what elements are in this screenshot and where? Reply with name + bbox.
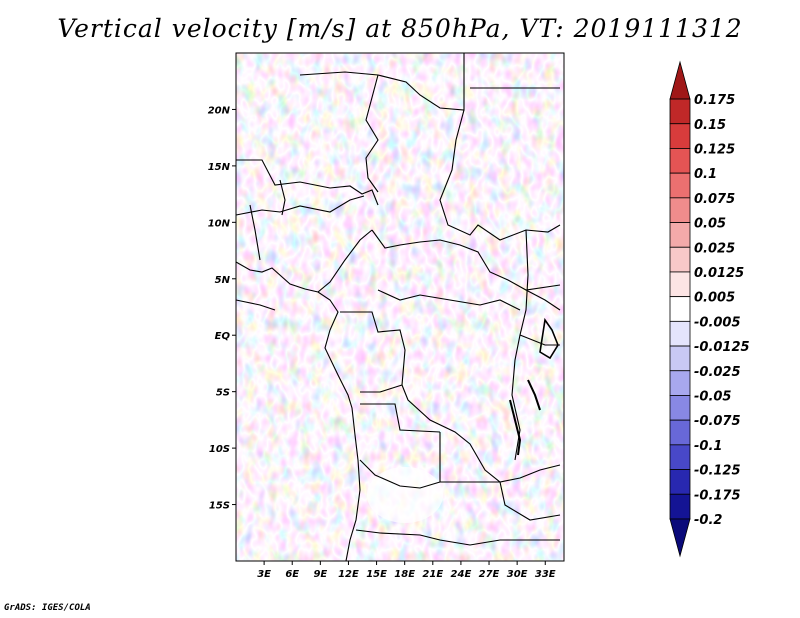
colorbar: 0.175 0.15 0.125 0.1 0.075 0.05 0.025 0.0125 0.0… [669,60,750,558]
colorbar-swatch [669,345,691,372]
colorbar-label: 0.125 [694,142,735,157]
colorbar-label: 0.005 [694,291,735,306]
colorbar-swatch [669,172,691,199]
velocity-field [236,53,564,561]
colorbar-swatch [669,320,691,347]
colorbar-swatch [669,222,691,248]
colorbar-label: -0.1 [694,439,722,454]
colorbar-swatch [669,370,691,396]
map-frame [235,52,565,562]
colorbar-label: -0.005 [694,315,741,330]
colorbar-label: 0.05 [694,217,726,232]
colorbar-swatch [669,296,691,322]
colorbar-label: 0.175 [694,93,735,108]
lon-tick-label: 9E [313,569,327,580]
grads-credit: GrADS: IGES/COLA [4,603,91,613]
map-title: Vertical velocity [m/s] at 850hPa, VT: 2… [57,14,743,43]
lat-tick-label: 15S [209,501,230,512]
lon-tick-label: 12E [338,569,359,580]
colorbar-label: 0.0125 [694,266,744,281]
colorbar-label: 0.025 [694,241,735,256]
lon-tick-label: 3E [257,569,271,580]
lon-tick-label: 15E [366,569,387,580]
colorbar-swatch [669,148,691,174]
colorbar-label: 0.15 [694,118,726,133]
colorbar-label: -0.175 [694,488,741,503]
lon-tick-label: 6E [285,569,299,580]
colorbar-label: -0.075 [694,414,741,429]
lat-tick-label: EQ [215,331,231,342]
colorbar-swatch [669,60,691,100]
colorbar-swatch [669,123,691,149]
colorbar-label: -0.05 [694,389,731,404]
country-borders [236,53,561,561]
colorbar-swatch [669,469,691,495]
lat-tick-label: 20N [208,105,231,116]
lat-tick-label: 15N [208,162,231,173]
colorbar-label: 0.1 [694,167,717,182]
colorbar-label: -0.025 [694,365,741,380]
latitude-axis: 20N 15N 10N 5N EQ 5S 10S 15S [208,105,236,512]
colorbar-swatch [669,271,691,298]
lat-tick-label: 5S [216,388,230,399]
colorbar-swatch [669,518,691,558]
colorbar-swatch [669,395,691,421]
colorbar-label: -0.125 [694,464,741,479]
colorbar-label: 0.075 [694,192,735,207]
lon-tick-label: 27E [479,569,500,580]
lon-tick-label: 21E [422,569,443,580]
colorbar-swatch [669,419,691,446]
colorbar-swatch [669,197,691,223]
lat-tick-label: 10S [209,444,230,455]
colorbar-swatch [669,493,691,520]
lon-tick-label: 24E [451,569,472,580]
colorbar-label: -0.0125 [694,340,750,355]
longitude-axis: 3E 6E 9E 12E 15E 18E 21E 24E 27E 30E 33E [257,561,556,580]
lon-tick-label: 30E [507,569,528,580]
lon-tick-label: 18E [394,569,415,580]
lat-tick-label: 5N [215,275,231,286]
colorbar-label: -0.2 [694,513,722,528]
colorbar-swatch [669,444,691,470]
colorbar-swatch [669,98,691,125]
lat-tick-label: 10N [208,218,231,229]
lon-tick-label: 33E [535,569,556,580]
colorbar-swatch [669,246,691,273]
